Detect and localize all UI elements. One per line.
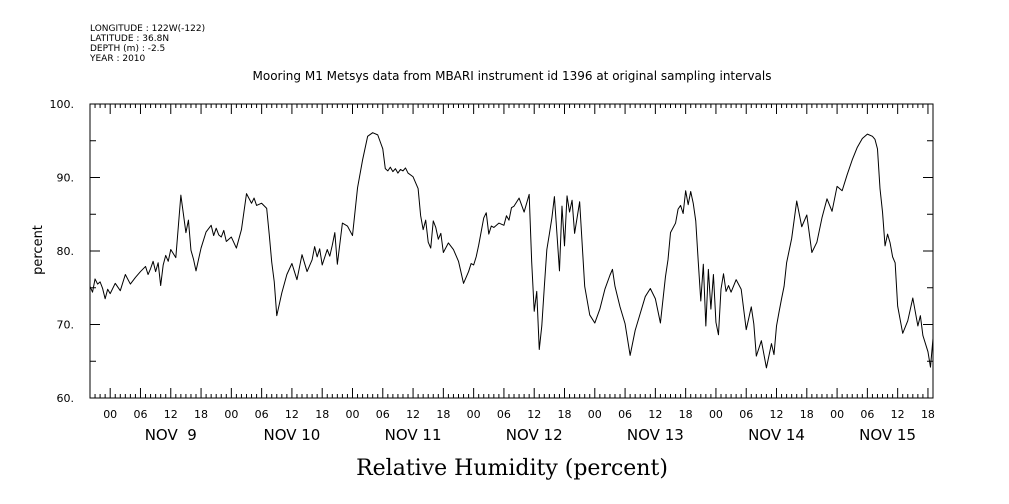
day-label: NOV 10 bbox=[263, 426, 320, 444]
x-tick-label: 06 bbox=[618, 408, 632, 421]
x-tick-label: 18 bbox=[194, 408, 208, 421]
y-tick-label: 70. bbox=[57, 319, 75, 332]
x-tick-label: 00 bbox=[467, 408, 481, 421]
x-tick-label: 06 bbox=[497, 408, 511, 421]
day-label: NOV 13 bbox=[627, 426, 684, 444]
x-tick-label: 00 bbox=[103, 408, 117, 421]
x-tick-label: 06 bbox=[255, 408, 269, 421]
y-tick-label: 60. bbox=[57, 392, 75, 405]
x-tick-label: 18 bbox=[679, 408, 693, 421]
y-axis: 60. 70. 80. 90. 100. bbox=[50, 98, 933, 405]
x-tick-label: 18 bbox=[921, 408, 935, 421]
y-axis-label: percent bbox=[31, 225, 46, 275]
x-axis: 00 06 12 18 00 06 12 18 00 06 12 18 00 06 12 18 00 06 12 18… bbox=[89, 104, 935, 421]
day-labels: NOV 9 NOV 10 NOV 11 NOV 12 NOV 13 NOV 14 NOV 1… bbox=[145, 426, 916, 444]
x-tick-label: 06 bbox=[739, 408, 753, 421]
y-tick-label: 80. bbox=[57, 245, 75, 258]
x-tick-label: 18 bbox=[800, 408, 814, 421]
meta-longitude: LONGITUDE : 122W(-122) bbox=[90, 24, 205, 34]
x-tick-label: 00 bbox=[830, 408, 844, 421]
x-tick-label: 12 bbox=[891, 408, 905, 421]
day-label: NOV 11 bbox=[385, 426, 442, 444]
x-tick-label: 18 bbox=[558, 408, 572, 421]
x-tick-label: 00 bbox=[345, 408, 359, 421]
x-tick-label: 12 bbox=[527, 408, 541, 421]
day-label: NOV 12 bbox=[506, 426, 563, 444]
x-tick-label: 06 bbox=[376, 408, 390, 421]
x-tick-label: 06 bbox=[860, 408, 874, 421]
meta-depth: DEPTH (m) : -2.5 bbox=[90, 44, 165, 54]
series-layer bbox=[89, 132, 934, 369]
x-tick-label: 12 bbox=[406, 408, 420, 421]
day-label: NOV 15 bbox=[859, 426, 916, 444]
plot-frame bbox=[89, 103, 934, 399]
x-tick-label: 00 bbox=[709, 408, 723, 421]
y-tick-label: 100. bbox=[50, 98, 75, 111]
y-tick-label: 90. bbox=[57, 172, 75, 185]
x-axis-title: Relative Humidity (percent) bbox=[356, 456, 668, 481]
chart-title: Mooring M1 Metsys data from MBARI instru… bbox=[253, 69, 772, 83]
x-tick-label: 12 bbox=[770, 408, 784, 421]
x-tick-label: 12 bbox=[648, 408, 662, 421]
x-tick-label: 12 bbox=[285, 408, 299, 421]
meta-latitude: LATITUDE : 36.8N bbox=[90, 34, 169, 44]
series-line bbox=[89, 132, 934, 369]
meta-year: YEAR : 2010 bbox=[89, 54, 146, 64]
x-tick-label: 06 bbox=[133, 408, 147, 421]
x-tick-label: 18 bbox=[436, 408, 450, 421]
meta-block: LONGITUDE : 122W(-122) LATITUDE : 36.8N … bbox=[89, 24, 205, 64]
x-tick-label: 00 bbox=[588, 408, 602, 421]
day-label: NOV 9 bbox=[145, 426, 197, 444]
day-label: NOV 14 bbox=[748, 426, 805, 444]
x-tick-label: 18 bbox=[315, 408, 329, 421]
x-tick-label: 00 bbox=[224, 408, 238, 421]
x-tick-label: 12 bbox=[164, 408, 178, 421]
